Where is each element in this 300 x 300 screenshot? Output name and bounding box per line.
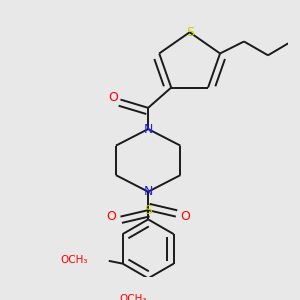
Text: O: O [180, 210, 190, 223]
Text: O: O [106, 210, 116, 223]
Text: S: S [144, 204, 152, 217]
Text: N: N [143, 122, 153, 136]
Text: O: O [108, 91, 118, 104]
Text: N: N [143, 185, 153, 198]
Text: S: S [186, 26, 194, 39]
Text: OCH₃: OCH₃ [120, 294, 147, 300]
Text: OCH₃: OCH₃ [60, 255, 88, 265]
